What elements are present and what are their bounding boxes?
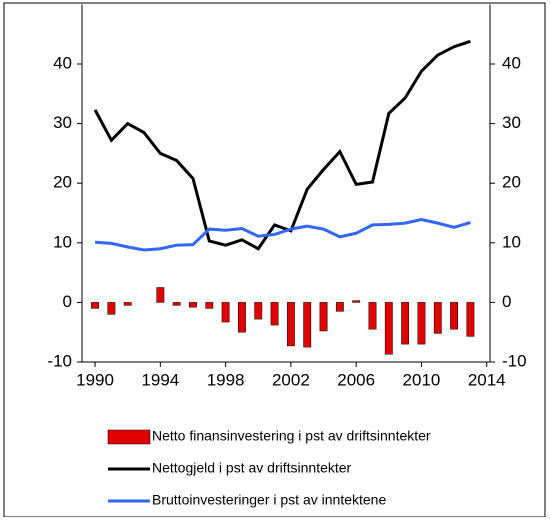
bar xyxy=(466,302,475,337)
y2-tick-label: -10 xyxy=(502,351,527,370)
y-tick-label: 30 xyxy=(53,113,72,132)
y2-tick-label: 0 xyxy=(502,292,511,311)
bar xyxy=(123,302,132,306)
legend-swatch xyxy=(107,429,151,445)
x-tick-label: 2014 xyxy=(468,370,506,389)
legend-label: Netto finansinvestering i pst av driftsi… xyxy=(152,428,431,444)
bar xyxy=(401,302,410,345)
legend-label: Bruttoinvesteringer i pst av inntektene xyxy=(152,492,386,508)
y2-tick-label: 20 xyxy=(502,173,521,192)
bar xyxy=(172,302,181,306)
bar xyxy=(107,302,116,315)
bar xyxy=(384,302,393,355)
bar xyxy=(352,300,361,303)
x-tick-label: 1994 xyxy=(141,370,179,389)
y-tick-label: 40 xyxy=(53,53,72,72)
y2-tick-label: 10 xyxy=(502,232,521,251)
bar xyxy=(450,302,459,330)
x-tick-label: 2010 xyxy=(403,370,441,389)
y2-tick-label: 30 xyxy=(502,113,521,132)
bar xyxy=(238,302,246,333)
y-tick-label: 10 xyxy=(53,232,72,251)
bar xyxy=(417,302,426,345)
bar xyxy=(433,302,442,334)
bar xyxy=(221,302,230,323)
bar xyxy=(156,287,165,303)
y-tick-label: 0 xyxy=(63,292,72,311)
legend-label: Nettogjeld i pst av driftsinntekter xyxy=(152,460,352,476)
bar xyxy=(335,302,344,312)
y2-tick-label: 40 xyxy=(502,53,521,72)
bar xyxy=(303,302,312,348)
line xyxy=(93,39,471,251)
bar xyxy=(91,302,99,309)
x-tick-label: 1998 xyxy=(207,370,245,389)
line xyxy=(94,218,471,252)
y-tick-label: 20 xyxy=(53,173,72,192)
bar xyxy=(189,302,197,308)
bar xyxy=(254,302,263,320)
bar xyxy=(270,302,279,326)
y-tick-label: -10 xyxy=(47,351,72,370)
x-tick-label: 2006 xyxy=(337,370,375,389)
x-tick-label: 2002 xyxy=(272,370,310,389)
x-tick-label: 1990 xyxy=(76,370,114,389)
bar xyxy=(319,302,328,332)
bar xyxy=(368,302,377,330)
bar xyxy=(286,302,295,347)
bar xyxy=(205,302,214,309)
